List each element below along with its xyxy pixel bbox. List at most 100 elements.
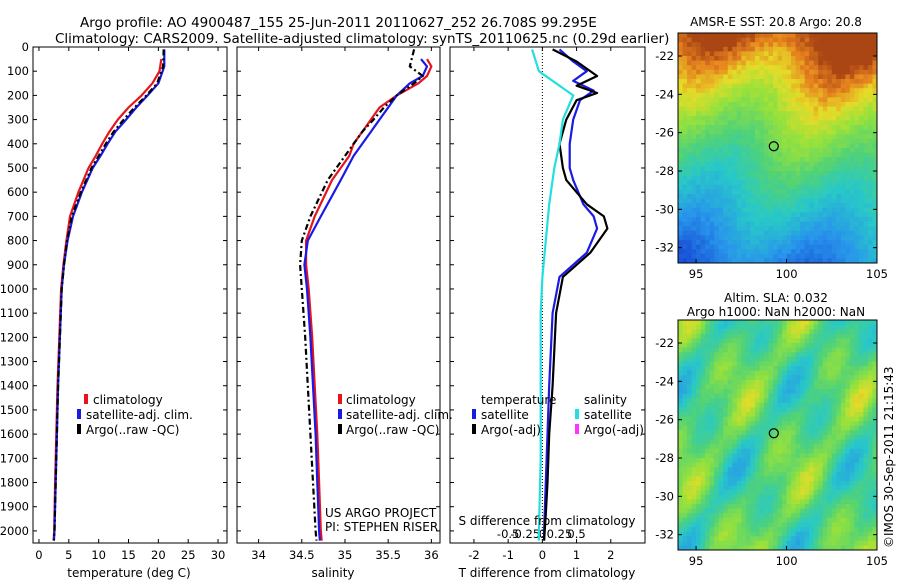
heatmap-cell	[791, 157, 796, 163]
heatmap-cell	[709, 221, 715, 227]
heatmap-cell	[772, 352, 778, 358]
heatmap-cell	[705, 407, 711, 413]
heatmap-cell	[831, 504, 837, 509]
heatmap-cell	[813, 467, 819, 473]
heatmap-cell	[727, 129, 733, 135]
heatmap-cell	[854, 120, 860, 126]
heatmap-cell	[750, 453, 756, 459]
heatmap-cell	[813, 439, 819, 445]
heatmap-cell	[768, 249, 774, 255]
heatmap-cell	[678, 435, 683, 440]
heatmap-cell	[750, 134, 756, 140]
heatmap-cell	[791, 448, 796, 454]
heatmap-cell	[768, 540, 774, 546]
heatmap-cell	[768, 221, 774, 227]
heatmap-cell	[700, 448, 706, 454]
heatmap-cell	[709, 42, 715, 48]
heatmap-cell	[813, 240, 819, 245]
heatmap-cell	[736, 389, 742, 394]
heatmap-cell	[845, 531, 851, 537]
heatmap-cell	[682, 356, 688, 362]
heatmap-cell	[736, 320, 742, 325]
heatmap-cell	[750, 494, 756, 500]
heatmap-cell	[741, 221, 747, 227]
heatmap-cell	[791, 338, 796, 344]
heatmap-cell	[809, 198, 815, 204]
heatmap-cell	[763, 338, 769, 344]
heatmap-cell	[800, 398, 806, 404]
heatmap-cell	[691, 333, 697, 339]
heatmap-cell	[867, 490, 873, 496]
heatmap-cell	[795, 226, 801, 232]
heatmap-cell	[732, 389, 738, 394]
heatmap-cell	[700, 338, 706, 344]
heatmap-cell	[700, 56, 706, 61]
heatmap-cell	[809, 508, 815, 514]
heatmap-cell	[782, 375, 787, 381]
heatmap-cell	[727, 412, 733, 417]
heatmap-cell	[795, 361, 801, 367]
heatmap-cell	[840, 157, 846, 163]
heatmap-cell	[777, 115, 783, 121]
heatmap-cell	[809, 65, 815, 71]
heatmap-cell	[727, 384, 733, 390]
heatmap-cell	[700, 347, 706, 353]
heatmap-cell	[791, 485, 796, 491]
heatmap-cell	[723, 249, 729, 255]
heatmap-cell	[705, 253, 711, 259]
heatmap-cell	[872, 92, 878, 98]
heatmap-cell	[845, 92, 851, 98]
heatmap-cell	[818, 175, 824, 181]
heatmap-cell	[795, 198, 801, 204]
heatmap-cell	[705, 430, 711, 436]
heatmap-cell	[736, 249, 742, 255]
heatmap-cell	[795, 171, 801, 176]
heatmap-cell	[727, 393, 733, 399]
heatmap-cell	[840, 471, 846, 477]
heatmap-cell	[678, 203, 683, 209]
heatmap-cell	[736, 425, 742, 431]
heatmap-cell	[714, 97, 720, 103]
heatmap-cell	[732, 184, 738, 190]
heatmap-cell	[732, 42, 738, 48]
heatmap-cell	[768, 134, 774, 140]
heatmap-cell	[777, 361, 783, 367]
heatmap-cell	[863, 79, 869, 84]
heatmap-cell	[867, 46, 873, 52]
heatmap-cell	[791, 42, 796, 48]
heatmap-cell	[795, 138, 801, 144]
heatmap-cell	[709, 467, 715, 473]
heatmap-cell	[795, 324, 801, 330]
heatmap-cell	[682, 198, 688, 204]
heatmap-cell	[791, 115, 796, 121]
heatmap-cell	[741, 79, 747, 84]
heatmap-cell	[795, 65, 801, 71]
heatmap-cell	[836, 212, 842, 218]
heatmap-cell	[800, 504, 806, 509]
heatmap-cell	[727, 217, 733, 222]
heatmap-cell	[741, 56, 747, 61]
heatmap-cell	[863, 189, 869, 195]
heatmap-cell	[759, 111, 765, 117]
heatmap-cell	[854, 129, 860, 135]
heatmap-cell	[840, 166, 846, 172]
heatmap-cell	[718, 166, 724, 172]
heatmap-cell	[849, 527, 855, 532]
heatmap-cell	[782, 180, 787, 186]
map-y-tick-label: -30	[655, 489, 674, 503]
heatmap-cell	[709, 379, 715, 385]
heatmap-cell	[818, 217, 824, 222]
heatmap-cell	[836, 106, 842, 112]
heatmap-cell	[759, 343, 765, 348]
heatmap-cell	[696, 490, 702, 496]
heatmap-cell	[736, 513, 742, 519]
heatmap-cell	[700, 517, 706, 523]
heatmap-cell	[750, 462, 756, 468]
heatmap-cell	[867, 370, 873, 376]
heatmap-cell	[872, 338, 878, 344]
heatmap-cell	[741, 485, 747, 491]
heatmap-cell	[854, 134, 860, 140]
heatmap-cell	[723, 46, 729, 52]
heatmap-cell	[813, 152, 819, 158]
heatmap-cell	[786, 138, 792, 144]
